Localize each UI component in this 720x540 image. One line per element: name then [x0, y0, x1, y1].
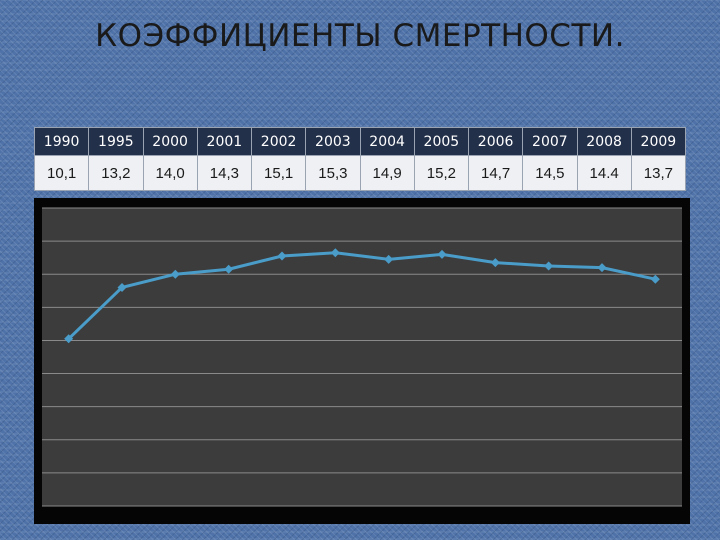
year-cell: 2004: [359, 127, 415, 156]
data-point: [384, 254, 394, 264]
year-cell: 1995: [88, 127, 144, 156]
value-cell: 15,1: [250, 155, 307, 191]
year-cell: 2005: [413, 127, 470, 156]
table-row-values: 10,1 13,2 14,0 14,3 15,1 15,3 14,9 15,2 …: [33, 155, 687, 191]
data-point: [64, 334, 74, 344]
table-row-years: 1990 1995 2000 2001 2002 2003 2004 2005 …: [33, 127, 687, 156]
data-point: [117, 282, 127, 292]
data-point: [597, 263, 607, 273]
value-cell: 14,0: [142, 155, 198, 191]
data-point: [437, 249, 447, 259]
value-cell: 14,9: [359, 155, 415, 191]
year-cell: 2002: [250, 127, 307, 156]
page-title: КОЭФФИЦИЕНТЫ СМЕРТНОСТИ.: [95, 18, 625, 54]
year-cell: 2006: [467, 127, 524, 156]
year-cell: 2003: [305, 127, 361, 156]
data-point: [170, 269, 180, 279]
value-cell: 15,3: [305, 155, 361, 191]
year-cell: 1990: [33, 127, 90, 156]
data-table: 1990 1995 2000 2001 2002 2003 2004 2005 …: [33, 127, 687, 191]
year-cell: 2001: [196, 127, 253, 156]
value-cell: 15,2: [413, 155, 470, 191]
value-cell: 10,1: [33, 155, 90, 191]
chart-frame: [34, 198, 690, 524]
value-cell: 13,7: [630, 155, 687, 191]
data-point: [277, 251, 287, 261]
value-cell: 13,2: [88, 155, 144, 191]
value-cell: 14.4: [576, 155, 632, 191]
data-point: [490, 258, 500, 268]
line-chart: [42, 207, 682, 507]
series-line: [67, 251, 656, 340]
data-point: [544, 261, 554, 271]
year-cell: 2008: [576, 127, 632, 156]
year-cell: 2000: [142, 127, 198, 156]
year-cell: 2007: [522, 127, 578, 156]
data-point: [224, 264, 234, 274]
data-point: [650, 274, 660, 284]
value-cell: 14,5: [522, 155, 578, 191]
plot-area: [42, 208, 682, 506]
year-cell: 2009: [630, 127, 687, 156]
value-cell: 14,7: [467, 155, 524, 191]
value-cell: 14,3: [196, 155, 253, 191]
